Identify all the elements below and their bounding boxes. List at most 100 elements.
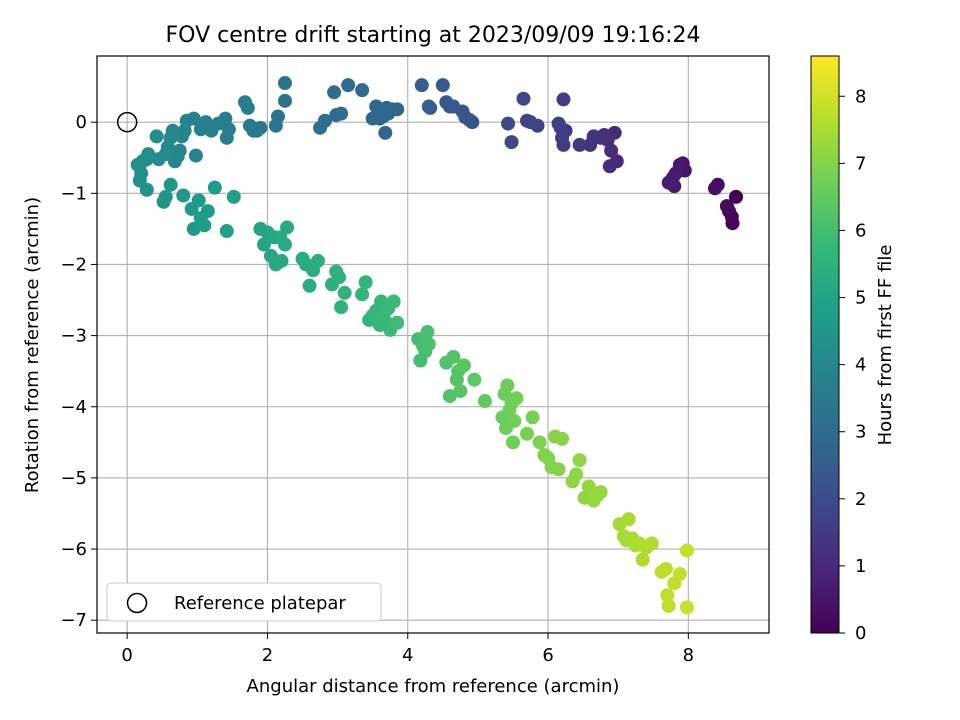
data-point bbox=[604, 143, 619, 158]
data-point bbox=[414, 78, 429, 93]
data-point bbox=[268, 118, 283, 133]
data-point bbox=[551, 116, 566, 131]
data-point bbox=[207, 180, 222, 195]
data-point bbox=[504, 135, 519, 150]
data-point bbox=[139, 182, 154, 197]
data-point bbox=[238, 95, 253, 110]
data-point bbox=[313, 120, 328, 135]
data-point bbox=[219, 130, 234, 145]
data-point bbox=[355, 83, 370, 98]
data-point bbox=[635, 552, 650, 567]
legend-box bbox=[106, 582, 382, 622]
colorbar-tick-label: 4 bbox=[855, 355, 866, 376]
data-point bbox=[672, 566, 687, 581]
data-point bbox=[242, 118, 257, 133]
data-point bbox=[501, 116, 516, 131]
data-point bbox=[435, 78, 450, 93]
data-point bbox=[551, 462, 566, 477]
data-point bbox=[386, 294, 401, 309]
data-point bbox=[442, 389, 457, 404]
data-point bbox=[355, 287, 370, 302]
data-point bbox=[310, 253, 325, 268]
data-point bbox=[583, 137, 598, 152]
data-point bbox=[158, 189, 173, 204]
colorbar-label: Hours from first FF file bbox=[875, 245, 896, 446]
y-axis-ticks: 0 −1 −2 −3 −4 −5 −6 −7 bbox=[60, 112, 97, 631]
data-point bbox=[519, 113, 534, 128]
data-point bbox=[719, 199, 734, 214]
data-point bbox=[556, 92, 571, 107]
chart-title: FOV centre drift starting at 2023/09/09 … bbox=[166, 23, 701, 48]
data-point bbox=[329, 108, 344, 123]
data-point bbox=[519, 426, 534, 441]
data-point bbox=[621, 512, 636, 527]
data-point bbox=[679, 543, 694, 558]
data-point bbox=[707, 181, 722, 196]
data-point bbox=[191, 193, 206, 208]
data-point bbox=[679, 600, 694, 615]
data-point bbox=[219, 224, 234, 239]
data-point bbox=[327, 85, 342, 100]
x-tick-label: 8 bbox=[683, 645, 694, 666]
data-point bbox=[226, 189, 241, 204]
data-point bbox=[477, 394, 492, 409]
data-point bbox=[446, 349, 461, 364]
data-point bbox=[256, 237, 271, 252]
x-tick-label: 2 bbox=[262, 645, 273, 666]
data-point bbox=[729, 189, 744, 204]
colorbar-ticks: 0 1 2 3 4 5 6 7 8 bbox=[839, 86, 866, 644]
colorbar-tick-label: 6 bbox=[855, 220, 866, 241]
data-point bbox=[555, 431, 570, 446]
y-tick-label: −7 bbox=[60, 610, 87, 631]
colorbar-tick-label: 5 bbox=[855, 288, 866, 309]
y-tick-label: −3 bbox=[60, 326, 87, 347]
data-point bbox=[467, 372, 482, 387]
data-point bbox=[644, 536, 659, 551]
data-point bbox=[572, 137, 587, 152]
data-point bbox=[421, 99, 436, 114]
x-axis-ticks: 0 2 4 6 8 bbox=[121, 633, 694, 666]
colorbar-tick-label: 7 bbox=[855, 153, 866, 174]
colorbar-tick-label: 2 bbox=[855, 489, 866, 510]
data-point bbox=[197, 218, 212, 233]
data-point bbox=[453, 384, 468, 399]
colorbar-tick-label: 3 bbox=[855, 422, 866, 443]
data-point bbox=[572, 453, 587, 468]
data-point bbox=[274, 253, 289, 268]
data-point bbox=[163, 177, 178, 192]
data-point bbox=[665, 170, 680, 185]
data-point bbox=[456, 358, 471, 373]
reference-point bbox=[116, 111, 138, 133]
data-point bbox=[186, 221, 201, 236]
data-point bbox=[390, 315, 405, 330]
data-point bbox=[277, 237, 292, 252]
data-point bbox=[661, 598, 676, 613]
data-point bbox=[277, 93, 292, 108]
data-point bbox=[358, 275, 373, 290]
y-tick-label: 0 bbox=[76, 112, 87, 133]
y-tick-label: −2 bbox=[60, 254, 87, 275]
data-point bbox=[660, 588, 675, 603]
data-point bbox=[193, 122, 208, 137]
reference-marker bbox=[116, 111, 138, 133]
data-point bbox=[188, 148, 203, 163]
data-point bbox=[365, 111, 380, 126]
y-tick-label: −6 bbox=[60, 539, 87, 560]
y-axis-label: Rotation from reference (arcmin) bbox=[22, 197, 43, 493]
data-point bbox=[658, 561, 673, 576]
colorbar-tick-label: 8 bbox=[855, 86, 866, 107]
x-tick-label: 0 bbox=[121, 645, 132, 666]
data-point bbox=[516, 91, 531, 106]
data-point bbox=[602, 159, 617, 174]
data-point bbox=[593, 485, 608, 500]
data-point bbox=[507, 413, 522, 428]
legend-marker bbox=[126, 592, 148, 614]
data-point bbox=[421, 337, 436, 352]
data-point bbox=[378, 125, 393, 140]
data-point bbox=[509, 391, 524, 406]
data-point bbox=[302, 278, 317, 293]
y-tick-label: −5 bbox=[60, 468, 87, 489]
legend-label: Reference platepar bbox=[174, 593, 346, 614]
data-point bbox=[569, 467, 584, 482]
